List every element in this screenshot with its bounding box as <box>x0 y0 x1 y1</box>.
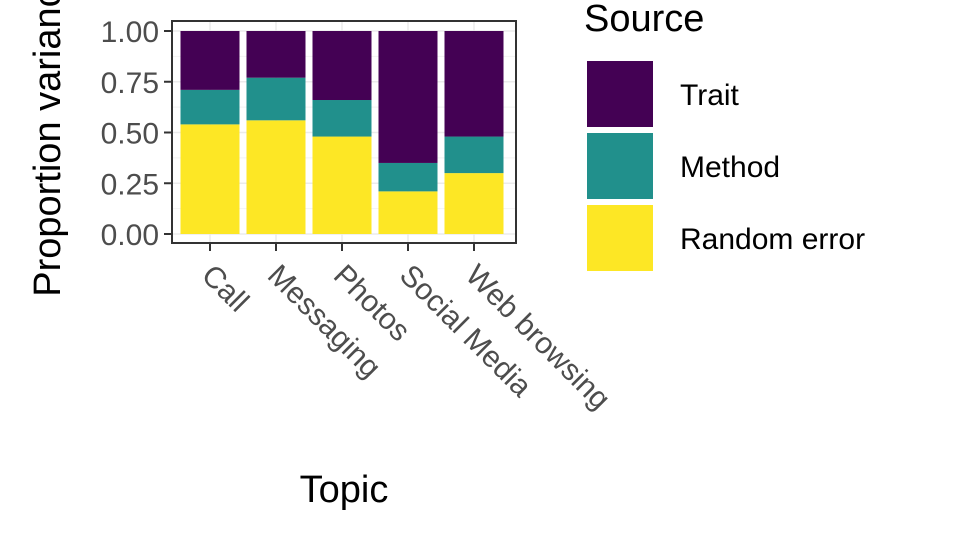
y-tick-label: 0.75 <box>101 67 159 100</box>
bar-random-error-social-media <box>378 191 438 234</box>
y-tick-label: 1.00 <box>101 16 159 49</box>
y-tick-label: 0.00 <box>101 219 159 252</box>
legend-label: Random error <box>680 223 865 256</box>
legend-key-method <box>587 133 653 199</box>
bar-method-social-media <box>378 162 438 192</box>
bar-method-web-browsing <box>444 136 504 174</box>
bar-random-error-photos <box>312 136 372 234</box>
y-axis: 0.00 0.25 0.50 0.75 1.00 <box>101 16 172 252</box>
legend-title: Source <box>584 0 704 40</box>
legend-label: Trait <box>680 79 740 112</box>
legend: Source Trait Method Random error <box>584 0 865 271</box>
bar-random-error-messaging <box>246 120 306 234</box>
bar-trait-social-media <box>378 31 438 163</box>
x-tick-label: Call <box>195 259 255 319</box>
bar-trait-photos <box>312 31 372 101</box>
bar-random-error-call <box>180 124 240 234</box>
y-tick-label: 0.50 <box>101 118 159 151</box>
bar-random-error-web-browsing <box>444 173 504 234</box>
y-axis-title: Proportion variance <box>27 0 69 297</box>
legend-key-random-error <box>587 205 653 271</box>
bar-trait-call <box>180 31 240 90</box>
legend-key-trait <box>587 61 653 127</box>
bar-method-messaging <box>246 77 306 121</box>
bar-trait-messaging <box>246 31 306 78</box>
y-tick-label: 0.25 <box>101 168 159 201</box>
bars <box>180 31 504 234</box>
bar-method-photos <box>312 100 372 137</box>
bar-trait-web-browsing <box>444 31 504 137</box>
bar-method-call <box>180 89 240 125</box>
legend-label: Method <box>680 151 780 184</box>
x-axis-title: Topic <box>300 469 389 511</box>
